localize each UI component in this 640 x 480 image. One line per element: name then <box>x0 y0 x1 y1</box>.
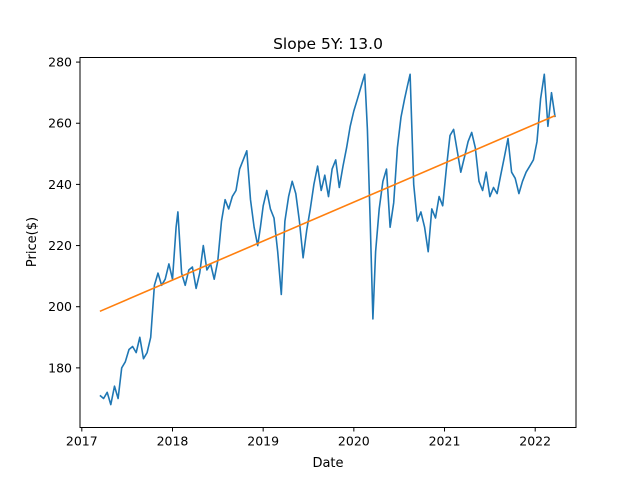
x-tick-label: 2018 <box>157 434 189 449</box>
y-tick-label: 200 <box>48 299 72 314</box>
x-tick-label: 2021 <box>429 434 461 449</box>
plot-area <box>99 73 556 406</box>
y-axis-label: Price($) <box>25 217 40 267</box>
trend-line <box>99 114 556 313</box>
y-tick-label: 240 <box>48 177 72 192</box>
chart-title: Slope 5Y: 13.0 <box>273 35 383 53</box>
x-tick-label: 2017 <box>66 434 98 449</box>
plot-frame <box>79 57 577 428</box>
y-tick-label: 180 <box>48 360 72 375</box>
x-tick-label: 2022 <box>519 434 551 449</box>
y-tick-label: 220 <box>48 238 72 253</box>
x-axis: 2017 2018 2019 2020 2021 2022 <box>66 427 551 449</box>
x-axis-label: Date <box>312 456 343 471</box>
y-tick-label: 260 <box>48 116 72 131</box>
price-series-line <box>99 73 556 406</box>
y-axis: 180 200 220 240 260 280 <box>48 55 80 375</box>
x-tick-label: 2020 <box>338 434 370 449</box>
y-tick-label: 280 <box>48 55 72 70</box>
x-tick-label: 2019 <box>247 434 279 449</box>
